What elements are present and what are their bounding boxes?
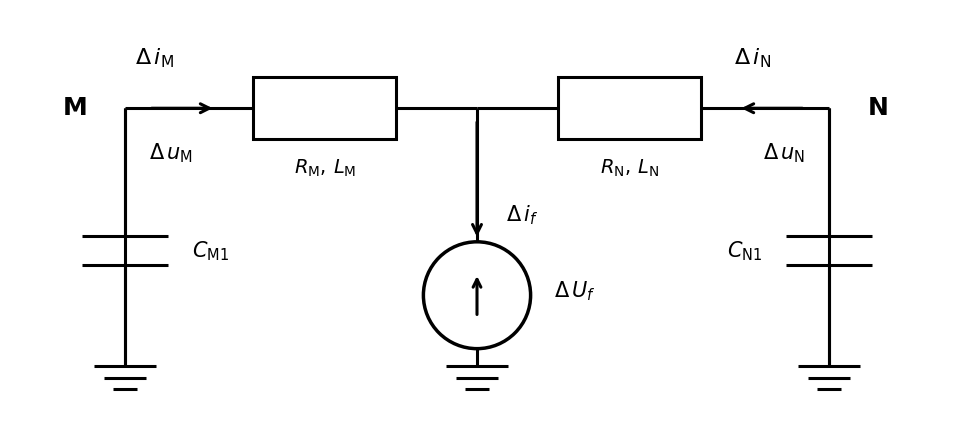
Text: $R_{\mathrm{M}},\, L_{\mathrm{M}}$: $R_{\mathrm{M}},\, L_{\mathrm{M}}$ [294, 158, 355, 179]
Text: $\Delta\, i_{f}$: $\Delta\, i_{f}$ [505, 203, 537, 227]
Text: $\Delta\, u_{\mathrm{N}}$: $\Delta\, u_{\mathrm{N}}$ [762, 141, 804, 164]
Text: $C_{\mathrm{M1}}$: $C_{\mathrm{M1}}$ [192, 239, 229, 263]
Bar [253, 77, 395, 139]
Text: $\Delta\, i_{\mathrm{M}}$: $\Delta\, i_{\mathrm{M}}$ [134, 47, 173, 70]
Text: $C_{\mathrm{N1}}$: $C_{\mathrm{N1}}$ [726, 239, 761, 263]
Text: $\mathbf{N}$: $\mathbf{N}$ [866, 96, 886, 120]
Text: $\Delta\, i_{\mathrm{N}}$: $\Delta\, i_{\mathrm{N}}$ [733, 47, 770, 70]
Text: $\mathbf{M}$: $\mathbf{M}$ [63, 96, 87, 120]
Text: $\Delta\, u_{\mathrm{M}}$: $\Delta\, u_{\mathrm{M}}$ [149, 141, 193, 164]
Text: $R_{\mathrm{N}},\, L_{\mathrm{N}}$: $R_{\mathrm{N}},\, L_{\mathrm{N}}$ [599, 158, 659, 179]
Text: $\Delta\, U_{f}$: $\Delta\, U_{f}$ [554, 279, 596, 302]
Ellipse shape [423, 242, 530, 349]
Bar [558, 77, 700, 139]
